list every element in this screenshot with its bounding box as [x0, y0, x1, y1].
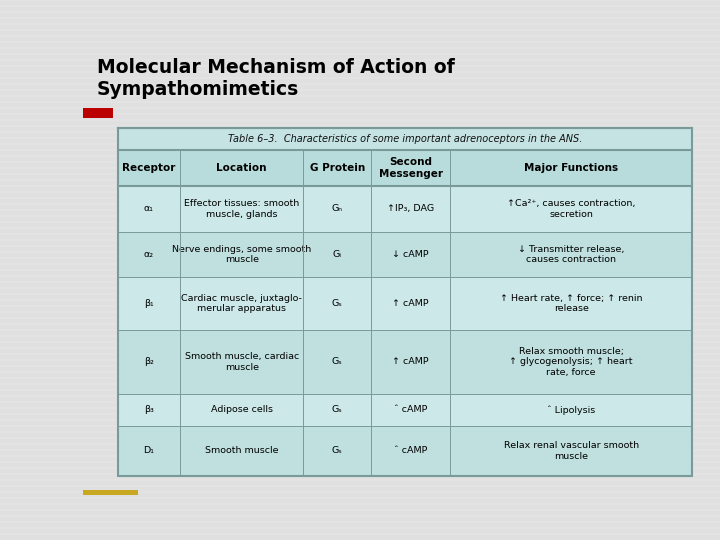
- FancyBboxPatch shape: [118, 278, 692, 330]
- Text: ˆ cAMP: ˆ cAMP: [394, 406, 428, 414]
- Text: ˆ Lipolysis: ˆ Lipolysis: [547, 405, 595, 415]
- Text: ↑ Heart rate, ↑ force; ↑ renin
release: ↑ Heart rate, ↑ force; ↑ renin release: [500, 294, 642, 313]
- FancyBboxPatch shape: [118, 232, 692, 278]
- Text: ↑ cAMP: ↑ cAMP: [392, 299, 429, 308]
- FancyBboxPatch shape: [118, 330, 692, 394]
- Text: Gₙ: Gₙ: [332, 204, 343, 213]
- FancyBboxPatch shape: [118, 426, 692, 476]
- Text: Gₛ: Gₛ: [332, 299, 343, 308]
- FancyBboxPatch shape: [118, 128, 692, 476]
- Text: Gₛ: Gₛ: [332, 447, 343, 455]
- Text: Table 6–3.  Characteristics of some important adrenoceptors in the ANS.: Table 6–3. Characteristics of some impor…: [228, 134, 582, 144]
- Text: β₃: β₃: [144, 406, 154, 414]
- Text: ˆ cAMP: ˆ cAMP: [394, 447, 428, 455]
- Text: D₁: D₁: [143, 447, 155, 455]
- Text: α₁: α₁: [144, 204, 154, 213]
- Text: Receptor: Receptor: [122, 163, 176, 173]
- Text: Effector tissues: smooth
muscle, glands: Effector tissues: smooth muscle, glands: [184, 199, 300, 219]
- Text: Relax renal vascular smooth
muscle: Relax renal vascular smooth muscle: [503, 441, 639, 461]
- Text: Location: Location: [217, 163, 267, 173]
- Text: ↑ cAMP: ↑ cAMP: [392, 357, 429, 366]
- Text: Nerve endings, some smooth
muscle: Nerve endings, some smooth muscle: [172, 245, 311, 264]
- Text: Gᵢ: Gᵢ: [333, 250, 342, 259]
- FancyBboxPatch shape: [83, 490, 138, 495]
- Text: G Protein: G Protein: [310, 163, 365, 173]
- FancyBboxPatch shape: [83, 108, 113, 118]
- Text: ↑IP₃, DAG: ↑IP₃, DAG: [387, 204, 434, 213]
- Text: Adipose cells: Adipose cells: [211, 406, 273, 414]
- FancyBboxPatch shape: [118, 394, 692, 426]
- Text: Second
Messenger: Second Messenger: [379, 157, 443, 179]
- Text: Sympathomimetics: Sympathomimetics: [97, 80, 300, 99]
- Text: Gₛ: Gₛ: [332, 406, 343, 414]
- FancyBboxPatch shape: [118, 186, 692, 232]
- Text: ↓ cAMP: ↓ cAMP: [392, 250, 429, 259]
- Text: ↑Ca²⁺, causes contraction,
secretion: ↑Ca²⁺, causes contraction, secretion: [507, 199, 635, 219]
- Text: Molecular Mechanism of Action of: Molecular Mechanism of Action of: [97, 58, 455, 77]
- Text: Relax smooth muscle;
↑ glycogenolysis; ↑ heart
rate, force: Relax smooth muscle; ↑ glycogenolysis; ↑…: [510, 347, 633, 377]
- Text: Gₛ: Gₛ: [332, 357, 343, 366]
- Text: Cardiac muscle, juxtaglo-
merular apparatus: Cardiac muscle, juxtaglo- merular appara…: [181, 294, 302, 313]
- Text: β₁: β₁: [144, 299, 154, 308]
- Text: ↓ Transmitter release,
causes contraction: ↓ Transmitter release, causes contractio…: [518, 245, 624, 264]
- Text: α₂: α₂: [144, 250, 154, 259]
- Text: Smooth muscle, cardiac
muscle: Smooth muscle, cardiac muscle: [184, 352, 299, 372]
- Text: Major Functions: Major Functions: [524, 163, 618, 173]
- Text: β₂: β₂: [144, 357, 154, 366]
- FancyBboxPatch shape: [118, 150, 692, 186]
- Text: Smooth muscle: Smooth muscle: [205, 447, 279, 455]
